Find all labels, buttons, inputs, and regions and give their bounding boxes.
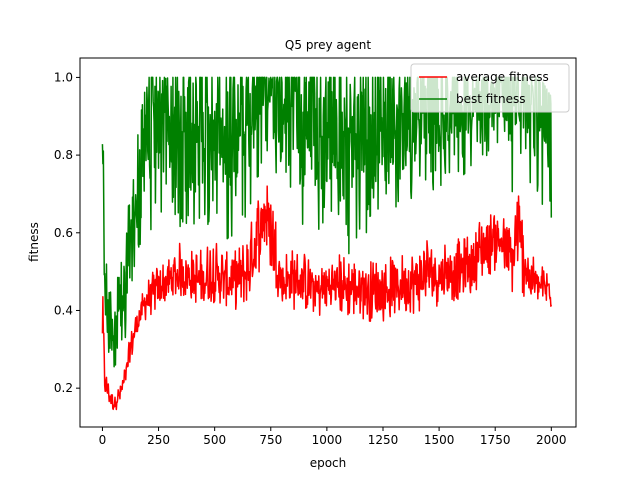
x-tick-label: 0: [99, 433, 107, 447]
y-tick-label: 1.0: [54, 70, 73, 84]
x-tick-label: 750: [259, 433, 282, 447]
y-tick-label: 0.6: [54, 226, 73, 240]
chart-title: Q5 prey agent: [285, 38, 371, 52]
x-tick-label: 1000: [312, 433, 343, 447]
plot-area: 0 250 500 750 1000 1250 1500 1750 2000 0.2 0.4 0.6 0…: [54, 57, 577, 447]
plot-frame: [79, 57, 577, 428]
legend-label-best-fitness: best fitness: [456, 92, 526, 106]
y-tick-label: 0.2: [54, 381, 73, 395]
y-axis-label: fitness: [27, 222, 41, 262]
legend: average fitness best fitness: [410, 63, 570, 113]
legend-label-average-fitness: average fitness: [456, 70, 549, 84]
series-line-average-fitness: [101, 185, 553, 411]
x-tick-label: 1750: [480, 433, 511, 447]
y-tick-label: 0.4: [54, 303, 73, 317]
x-tick-label: 1500: [424, 433, 455, 447]
x-axis-label: epoch: [310, 456, 347, 470]
x-tick-label: 2000: [536, 433, 567, 447]
legend-box: [410, 63, 570, 113]
x-tick-label: 500: [203, 433, 226, 447]
y-tick-label: 0.8: [54, 148, 73, 162]
x-tick-label: 1250: [368, 433, 399, 447]
x-tick-label: 250: [147, 433, 170, 447]
